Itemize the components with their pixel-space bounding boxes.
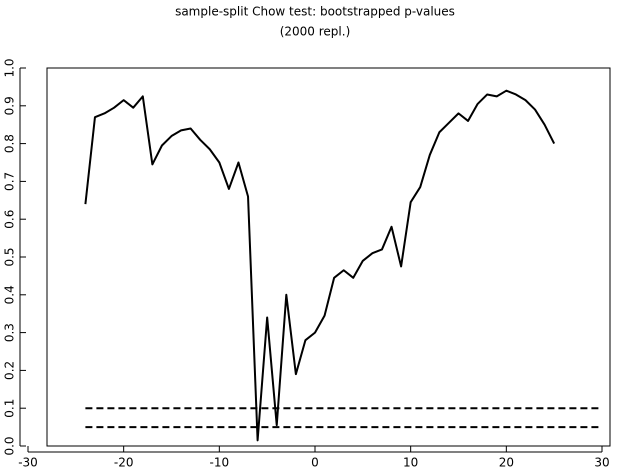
y-tick-label: 0.6 xyxy=(3,210,17,229)
y-tick-label: 0.1 xyxy=(3,399,17,418)
x-tick-label: -10 xyxy=(210,456,230,470)
x-tick-label: 0 xyxy=(311,456,319,470)
x-tick-label: 30 xyxy=(594,456,609,470)
chart-subtitle: (2000 repl.) xyxy=(280,25,351,39)
y-tick-label: 0.8 xyxy=(3,134,17,153)
data-line xyxy=(84,89,556,442)
chart-title: sample-split Chow test: bootstrapped p-v… xyxy=(175,5,455,19)
y-tick-label: 0.4 xyxy=(3,285,17,304)
x-tick-label: 10 xyxy=(403,456,418,470)
y-tick-label: 0.2 xyxy=(3,361,17,380)
x-tick-label: -20 xyxy=(114,456,134,470)
y-tick-label: 0.0 xyxy=(3,436,17,455)
x-tick-label: 20 xyxy=(499,456,514,470)
x-tick-label: -30 xyxy=(18,456,38,470)
y-tick-label: 0.7 xyxy=(3,172,17,191)
y-tick-label: 0.5 xyxy=(3,247,17,266)
plot-frame xyxy=(46,67,611,447)
y-tick-label: 0.3 xyxy=(3,323,17,342)
y-tick-label: 0.9 xyxy=(3,96,17,115)
y-tick-label: 1.0 xyxy=(3,58,17,77)
